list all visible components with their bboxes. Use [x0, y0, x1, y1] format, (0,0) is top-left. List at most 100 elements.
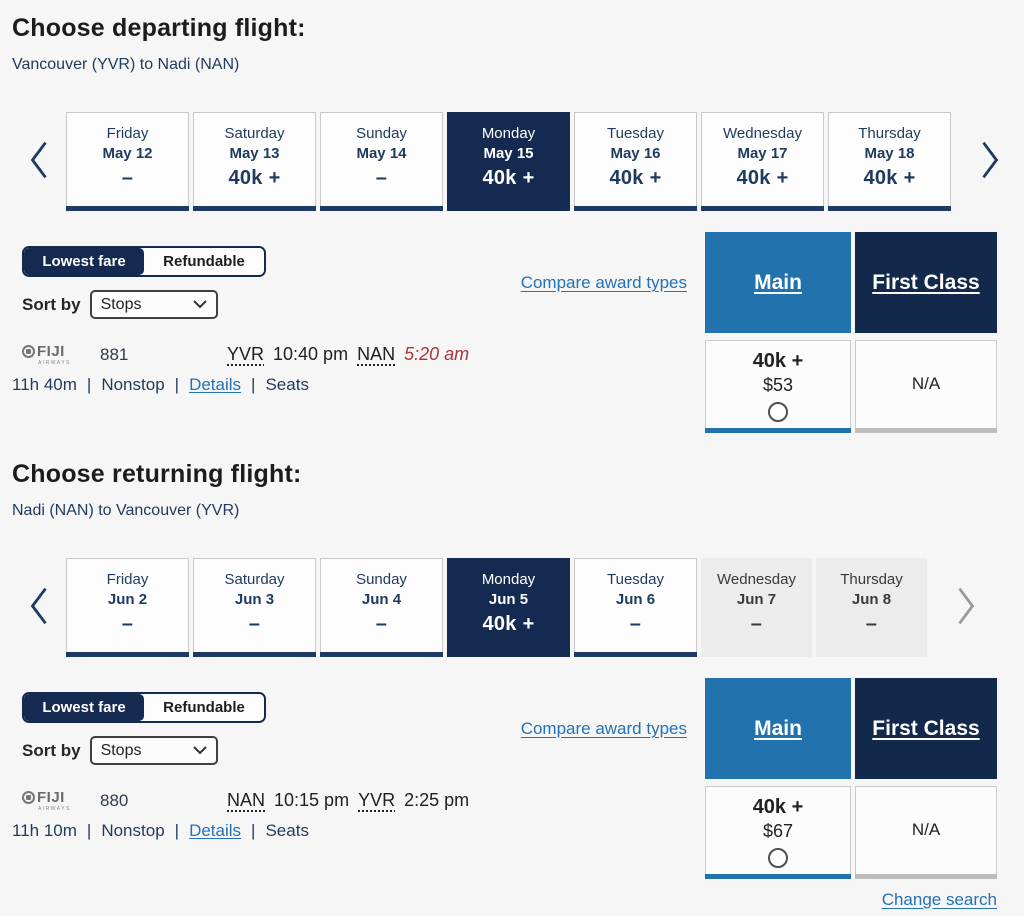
date-card-day: Saturday [224, 571, 285, 588]
compare-award-types-link[interactable]: Compare award types [520, 273, 687, 292]
carousel-prev-button[interactable] [12, 112, 66, 211]
sort-select[interactable]: Stops [89, 290, 218, 319]
seats-link[interactable]: Seats [265, 821, 309, 840]
date-card-underline [700, 652, 813, 657]
departing-route-subtitle: Vancouver (YVR) to Nadi (NAN) [12, 56, 240, 73]
date-card[interactable]: Tuesday Jun 6 – [574, 558, 697, 657]
main-column-header: Main [705, 678, 851, 779]
sort-select[interactable]: Stops [89, 736, 218, 765]
returning-fare-matrix: Main First Class 40k + $67 N/A [705, 678, 997, 879]
separator: | [86, 821, 92, 840]
destination-airport-code[interactable]: NAN [357, 344, 396, 364]
refundable-toggle[interactable]: Refundable [144, 248, 264, 275]
date-card-underline [574, 652, 697, 657]
main-fare-cell[interactable]: 40k + $67 [705, 785, 851, 879]
fare-not-available: N/A [911, 820, 941, 839]
date-card-date: May 17 [737, 145, 788, 162]
fiji-airways-logo: FIJI AIRWAYS [22, 343, 82, 366]
date-card-day: Tuesday [607, 571, 664, 588]
date-card-price: 40k + [863, 167, 916, 189]
stops-label: Nonstop [101, 375, 165, 394]
date-card[interactable]: Thursday May 18 40k + [828, 112, 951, 211]
date-cards: Friday May 12 – Saturday May 13 40k + Su… [66, 112, 951, 211]
main-fare-radio-button[interactable] [768, 847, 788, 868]
sort-by-label: Sort by [22, 740, 81, 760]
origin-airport-code[interactable]: YVR [227, 344, 265, 364]
main-fare-cell[interactable]: 40k + $53 [705, 339, 851, 433]
date-card-date: May 16 [610, 145, 661, 162]
date-card[interactable]: Tuesday May 16 40k + [574, 112, 697, 211]
destination-airport-code[interactable]: YVR [358, 790, 396, 810]
returning-content: Lowest fare Refundable Sort by Stops Com… [12, 678, 997, 879]
departing-date-carousel: Friday May 12 – Saturday May 13 40k + Su… [12, 112, 1012, 211]
change-search-link[interactable]: Change search [881, 890, 997, 909]
date-card[interactable]: Friday May 12 – [66, 112, 189, 211]
carousel-next-button-disabled [951, 558, 981, 657]
details-link[interactable]: Details [189, 375, 242, 394]
returning-left-column: Lowest fare Refundable Sort by Stops Com… [12, 678, 705, 876]
date-card-underline [320, 206, 443, 211]
date-card-price: – [865, 613, 878, 635]
date-card-date: Jun 8 [851, 591, 892, 608]
separator: | [86, 375, 92, 394]
date-card-date: May 13 [229, 145, 280, 162]
departing-flight-row: FIJI AIRWAYS 881 YVR 10:40 pm NAN 5:20 a… [12, 343, 705, 395]
fiji-airways-logo: FIJI AIRWAYS [22, 789, 82, 812]
date-card-disabled: Thursday Jun 8 – [816, 558, 927, 657]
seats-link[interactable]: Seats [265, 375, 309, 394]
date-card-date: May 18 [864, 145, 915, 162]
date-card[interactable]: Sunday May 14 – [320, 112, 443, 211]
lowest-fare-toggle[interactable]: Lowest fare [24, 694, 144, 721]
date-card-underline [574, 206, 697, 211]
date-card-selected[interactable]: Monday Jun 5 40k + [447, 558, 570, 657]
departing-content: Lowest fare Refundable Sort by Stops Com… [12, 232, 997, 433]
date-card[interactable]: Friday Jun 2 – [66, 558, 189, 657]
date-card[interactable]: Wednesday May 17 40k + [701, 112, 824, 211]
date-card-underline [193, 652, 316, 657]
fare-cash: $53 [762, 374, 794, 395]
date-card-date: Jun 3 [234, 591, 275, 608]
first-class-column-link[interactable]: First Class [872, 716, 980, 740]
carousel-next-button[interactable] [975, 112, 1005, 211]
chevron-left-icon [26, 584, 52, 631]
date-card-underline [320, 652, 443, 657]
arrival-time: 5:20 am [404, 344, 470, 364]
fare-not-available: N/A [911, 374, 941, 393]
departure-time: 10:40 pm [273, 344, 349, 364]
refundable-toggle[interactable]: Refundable [144, 694, 264, 721]
date-card-date: Jun 2 [107, 591, 148, 608]
sort-select-value: Stops [100, 741, 142, 759]
departure-time: 10:15 pm [274, 790, 350, 810]
date-card-underline [447, 206, 570, 211]
first-class-fare-cell: N/A [855, 785, 997, 879]
date-card-date: May 12 [102, 145, 153, 162]
date-card-price: 40k + [228, 167, 281, 189]
date-card-selected[interactable]: Monday May 15 40k + [447, 112, 570, 211]
separator: | [251, 375, 256, 394]
date-card-day: Sunday [356, 571, 407, 588]
compare-award-types-link[interactable]: Compare award types [520, 719, 687, 738]
returning-heading: Choose returning flight: [12, 460, 302, 488]
date-card-date: Jun 7 [736, 591, 777, 608]
route-times: YVR 10:40 pm NAN 5:20 am [227, 344, 469, 365]
stops-label: Nonstop [101, 821, 165, 840]
flight-line-1: FIJI AIRWAYS 880 NAN 10:15 pm YVR 2:25 p… [12, 789, 705, 812]
date-card-day: Thursday [840, 571, 903, 588]
origin-airport-code[interactable]: NAN [227, 790, 266, 810]
lowest-fare-toggle[interactable]: Lowest fare [24, 248, 144, 275]
chevron-left-icon [26, 138, 52, 185]
separator: | [251, 821, 256, 840]
main-fare-radio-button[interactable] [768, 401, 788, 422]
date-card[interactable]: Saturday May 13 40k + [193, 112, 316, 211]
fare-filter-toggle: Lowest fare Refundable [22, 692, 266, 723]
date-card[interactable]: Sunday Jun 4 – [320, 558, 443, 657]
main-column-link[interactable]: Main [754, 716, 802, 740]
date-card[interactable]: Saturday Jun 3 – [193, 558, 316, 657]
details-link[interactable]: Details [189, 821, 242, 840]
airline-subname: AIRWAYS [38, 360, 71, 366]
carousel-prev-button[interactable] [12, 558, 66, 657]
first-class-fare-cell: N/A [855, 339, 997, 433]
first-class-column-link[interactable]: First Class [872, 270, 980, 294]
separator: | [174, 375, 180, 394]
main-column-link[interactable]: Main [754, 270, 802, 294]
